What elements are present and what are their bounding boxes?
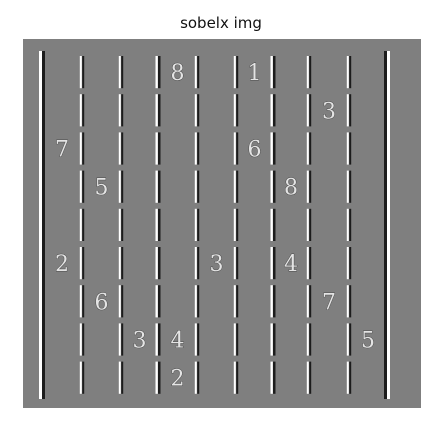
sudoku-digit: 4 <box>171 329 185 354</box>
sudoku-digit: 8 <box>171 61 185 86</box>
sudoku-digit: 7 <box>322 290 336 315</box>
sudoku-digit: 4 <box>284 252 298 277</box>
sudoku-digit: 8 <box>284 176 298 201</box>
sobelx-image: 8 137 65 82 3 46 73 4 52 <box>23 39 421 408</box>
vertical-edge-lines <box>39 51 390 399</box>
image-background <box>23 39 421 408</box>
sudoku-digit: 5 <box>361 329 375 354</box>
sudoku-digit: 3 <box>133 329 147 354</box>
digit-layer: 8 137 65 82 3 46 73 4 52 <box>55 61 376 393</box>
sudoku-digit: 2 <box>171 367 185 392</box>
sudoku-digit: 1 <box>248 61 262 86</box>
sudoku-digit: 6 <box>248 138 262 163</box>
sudoku-digit: 3 <box>210 252 224 277</box>
sudoku-digit: 7 <box>55 138 69 163</box>
plot-title: sobelx img <box>180 14 262 32</box>
sudoku-digit: 6 <box>95 290 109 315</box>
sudoku-digit: 5 <box>95 176 109 201</box>
sudoku-digit: 2 <box>55 252 69 277</box>
sudoku-digit: 3 <box>322 99 336 124</box>
